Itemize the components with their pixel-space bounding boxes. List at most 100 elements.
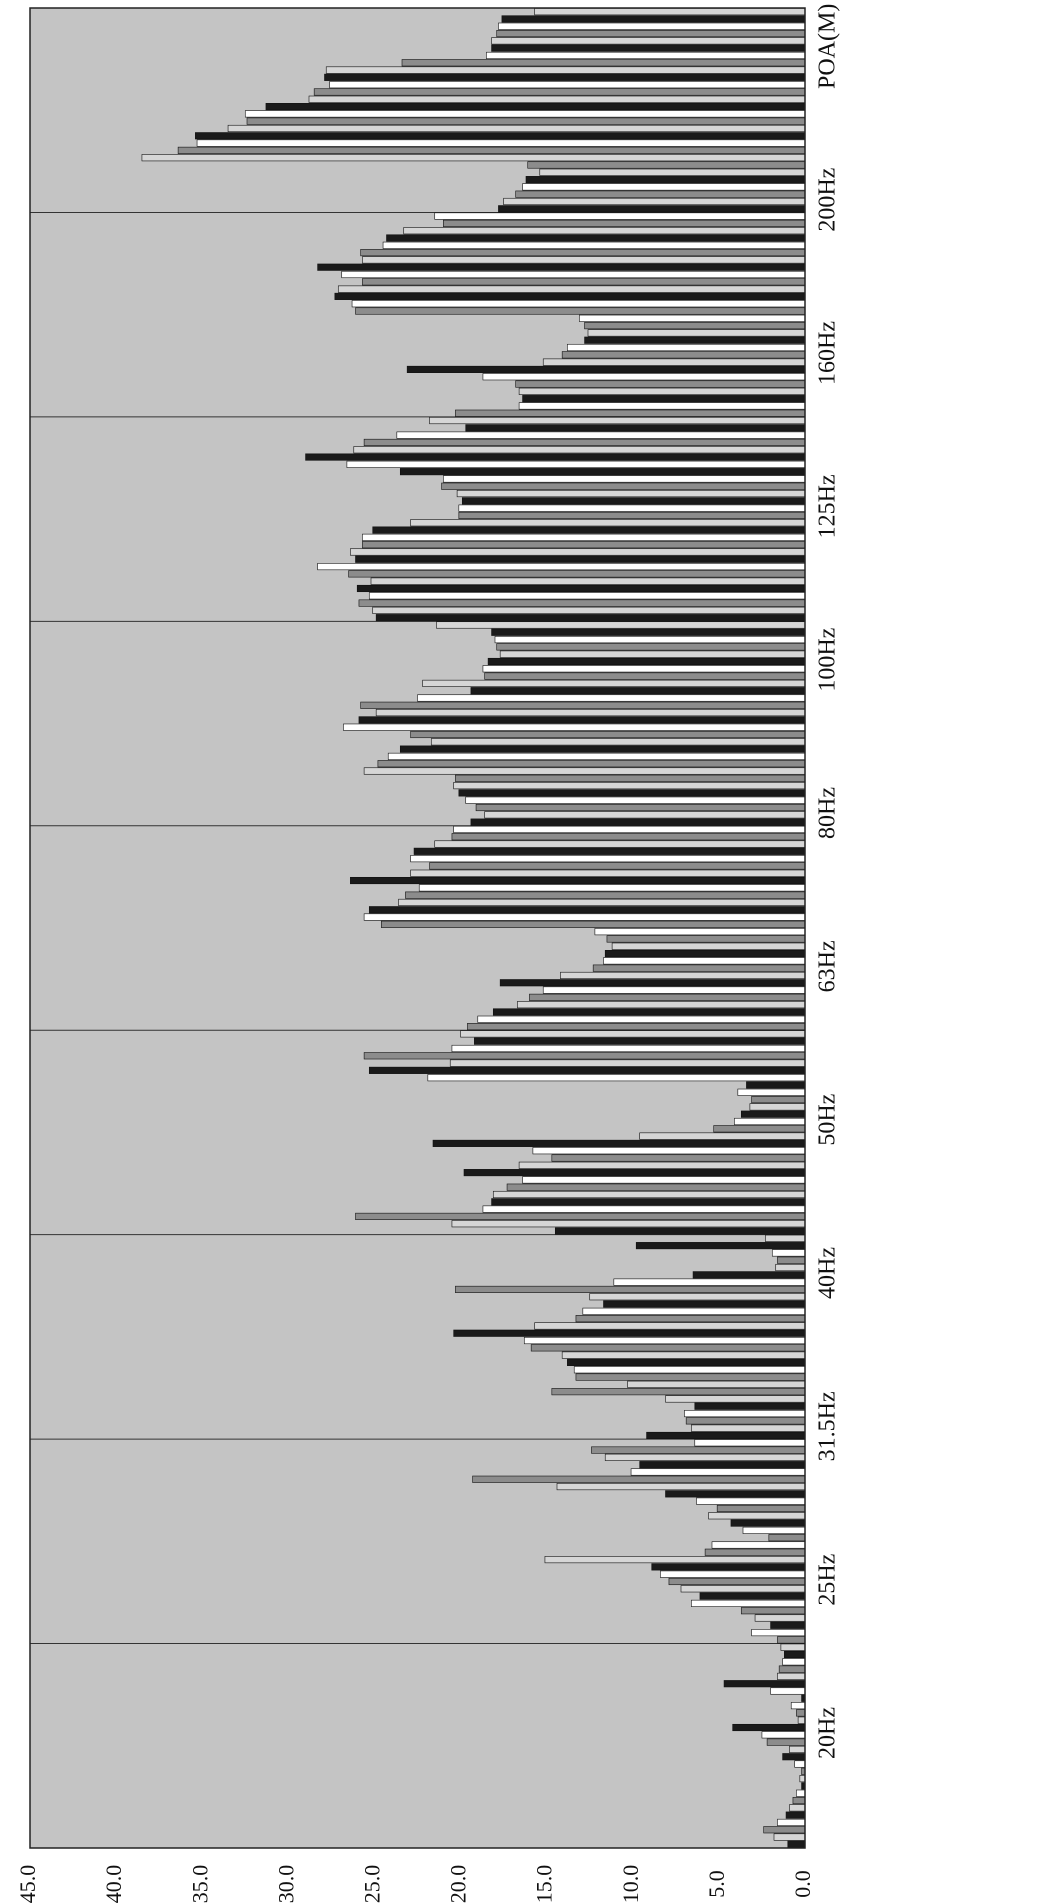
bar bbox=[398, 898, 806, 906]
bar bbox=[594, 928, 806, 936]
bar bbox=[475, 803, 806, 812]
bar bbox=[460, 1030, 806, 1038]
bar bbox=[410, 869, 806, 877]
category-axis-ticks: 20Hz 25Hz 31.5Hz 40Hz 50Hz 63Hz 80Hz 100Hz 125Hz… bbox=[815, 4, 841, 1759]
bar bbox=[506, 1183, 806, 1191]
bar bbox=[443, 219, 806, 227]
bar bbox=[575, 1315, 806, 1323]
bar bbox=[453, 1329, 806, 1337]
category-tick-label: 200Hz bbox=[815, 168, 841, 232]
bar bbox=[498, 22, 806, 30]
bar bbox=[794, 1760, 806, 1768]
bar bbox=[704, 1548, 806, 1556]
bar bbox=[329, 81, 806, 89]
bar bbox=[518, 1161, 806, 1169]
bar bbox=[324, 73, 806, 81]
bar bbox=[723, 1680, 806, 1688]
value-axis-ticks: 0.0 5.0 10.0 15.0 20.0 25.0 30.0 35.0 40.0 45.0 bbox=[15, 1865, 815, 1904]
bar bbox=[381, 920, 806, 928]
bar bbox=[377, 760, 806, 768]
bar bbox=[246, 117, 806, 125]
category-tick-label: 31.5Hz bbox=[815, 1391, 841, 1461]
bar bbox=[770, 1621, 806, 1629]
bar bbox=[792, 1796, 806, 1805]
bar bbox=[351, 300, 806, 308]
bar bbox=[317, 263, 806, 271]
bar bbox=[499, 979, 806, 987]
bar bbox=[529, 993, 806, 1001]
bar bbox=[785, 1811, 806, 1819]
bar bbox=[796, 1789, 806, 1797]
bar bbox=[356, 584, 806, 593]
bar bbox=[780, 1643, 806, 1651]
bar bbox=[790, 1702, 806, 1710]
bar bbox=[434, 212, 806, 220]
value-tick-label: 30.0 bbox=[273, 1865, 298, 1904]
bar bbox=[363, 913, 806, 921]
bar bbox=[660, 1570, 806, 1578]
bar bbox=[530, 1344, 806, 1352]
bar bbox=[196, 139, 806, 147]
bar bbox=[458, 504, 806, 512]
bar bbox=[403, 227, 806, 235]
bar bbox=[386, 234, 806, 242]
bar bbox=[765, 1234, 806, 1242]
bar bbox=[348, 570, 806, 578]
bar bbox=[429, 862, 806, 870]
bar bbox=[711, 1541, 806, 1549]
bar bbox=[518, 402, 806, 410]
bar bbox=[542, 358, 806, 366]
bar bbox=[465, 796, 806, 804]
bar bbox=[463, 1169, 806, 1177]
bar bbox=[451, 1220, 806, 1228]
bar bbox=[696, 1497, 806, 1505]
bar bbox=[427, 1074, 806, 1082]
bar bbox=[461, 497, 806, 505]
bar bbox=[713, 1125, 806, 1133]
bar bbox=[494, 636, 806, 644]
bar bbox=[556, 1483, 806, 1491]
bar bbox=[737, 1088, 806, 1096]
bar bbox=[730, 1519, 806, 1527]
bar bbox=[691, 1424, 806, 1432]
bar bbox=[665, 1490, 806, 1498]
bar bbox=[470, 818, 806, 826]
bar bbox=[584, 322, 806, 330]
bars bbox=[141, 8, 806, 1848]
bar bbox=[751, 1096, 806, 1104]
bar bbox=[467, 1023, 806, 1031]
bar bbox=[522, 183, 806, 191]
bar bbox=[350, 876, 806, 885]
bar bbox=[680, 1585, 806, 1593]
bar bbox=[544, 1556, 806, 1564]
bar bbox=[496, 643, 806, 651]
bar bbox=[603, 957, 806, 965]
category-tick-label: 160Hz bbox=[815, 321, 841, 385]
bar bbox=[496, 29, 806, 38]
bar bbox=[346, 460, 806, 468]
bar bbox=[668, 1577, 806, 1586]
bar bbox=[362, 541, 806, 549]
bar bbox=[582, 1307, 806, 1315]
bar bbox=[465, 424, 806, 432]
bar bbox=[453, 825, 806, 833]
bar bbox=[694, 1402, 806, 1410]
bar bbox=[362, 278, 806, 286]
bar bbox=[449, 1059, 806, 1067]
plot-frame bbox=[29, 7, 806, 1849]
bar bbox=[532, 1147, 806, 1155]
bar bbox=[635, 1242, 806, 1250]
bar bbox=[434, 840, 806, 848]
bar bbox=[782, 1658, 806, 1666]
bar bbox=[195, 132, 806, 140]
category-tick-label: POA(M) bbox=[815, 4, 841, 89]
bar bbox=[522, 395, 806, 403]
bar bbox=[761, 1731, 806, 1739]
bar bbox=[358, 599, 806, 607]
bar bbox=[560, 971, 806, 980]
bar bbox=[589, 1293, 806, 1301]
bar bbox=[567, 1358, 806, 1366]
bar bbox=[353, 446, 806, 454]
bar bbox=[525, 176, 806, 184]
bar bbox=[651, 1563, 806, 1571]
